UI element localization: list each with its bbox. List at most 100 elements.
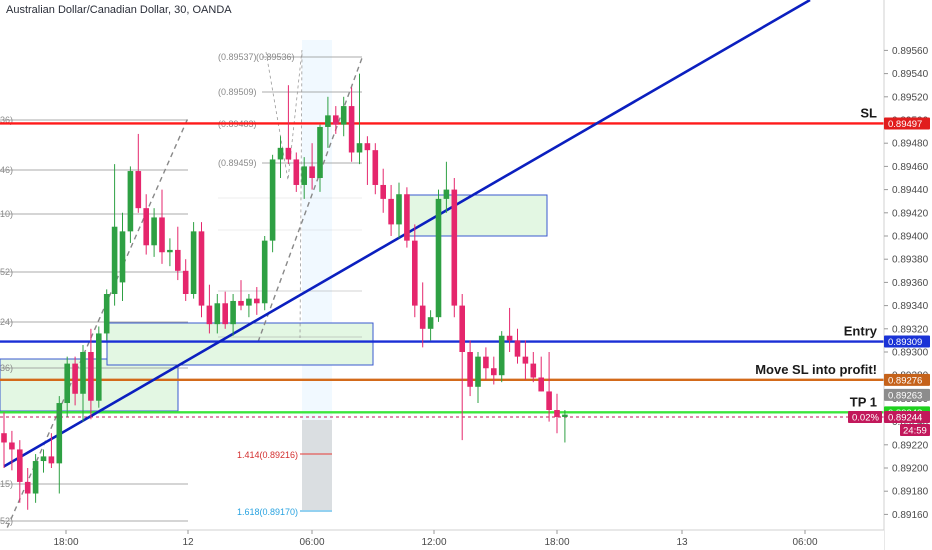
candle-body[interactable]: [309, 166, 315, 178]
fib-trend-dashed: [257, 57, 363, 343]
x-tick-label: 12:00: [421, 537, 446, 548]
supply-zone-right: [405, 194, 548, 237]
candle-body[interactable]: [356, 143, 363, 153]
candle-body[interactable]: [380, 184, 386, 199]
candle-body[interactable]: [103, 294, 110, 334]
candle-body[interactable]: [119, 231, 126, 283]
percent-badge-text: 0.02%: [852, 412, 879, 423]
candle-body[interactable]: [246, 298, 252, 306]
candle-body[interactable]: [522, 356, 529, 364]
candle-body[interactable]: [412, 240, 418, 306]
candle-body[interactable]: [9, 442, 15, 450]
candle-body[interactable]: [88, 352, 94, 401]
candle-body[interactable]: [56, 403, 63, 464]
fib-level-label: 24): [0, 317, 13, 327]
candle-body[interactable]: [167, 249, 173, 253]
fib-level-label: 10): [0, 209, 13, 219]
candle-body[interactable]: [427, 317, 434, 329]
fib-extension-1618-label: 1.618(0.89170): [237, 507, 298, 517]
candle-body[interactable]: [190, 231, 197, 294]
candle-body[interactable]: [254, 298, 260, 304]
candle-body[interactable]: [143, 208, 149, 246]
y-tick-label: 0.89400: [892, 232, 929, 243]
candle-body[interactable]: [419, 305, 426, 329]
candle-body[interactable]: [80, 352, 86, 394]
candle-body[interactable]: [317, 126, 323, 178]
candle-body[interactable]: [506, 335, 513, 341]
candle-body[interactable]: [483, 356, 489, 369]
candle-body[interactable]: [127, 171, 134, 232]
candle-body[interactable]: [269, 159, 276, 241]
candle-body[interactable]: [459, 305, 465, 352]
candle-body[interactable]: [301, 166, 307, 185]
candle-body[interactable]: [17, 449, 23, 482]
fib-level-label: (0.89537): [218, 52, 257, 62]
candle-body[interactable]: [230, 300, 236, 325]
x-tick-label: 18:00: [544, 537, 569, 548]
time-axis-panel: [0, 530, 884, 550]
candle-body[interactable]: [467, 352, 473, 387]
candle-body[interactable]: [32, 461, 39, 494]
candle-body[interactable]: [238, 300, 244, 306]
candle-body[interactable]: [206, 305, 213, 325]
candle-body[interactable]: [451, 189, 458, 306]
candle-body[interactable]: [64, 363, 70, 404]
candle-body[interactable]: [554, 410, 560, 417]
price-badge-text: 0.89276: [888, 375, 922, 386]
candle-body[interactable]: [135, 171, 142, 209]
candle-body[interactable]: [498, 335, 505, 376]
candle-body[interactable]: [340, 106, 347, 125]
candle-body[interactable]: [261, 240, 268, 304]
price-axis-panel: [884, 0, 932, 550]
y-tick-label: 0.89460: [892, 162, 929, 173]
candle-body[interactable]: [348, 106, 355, 153]
candle-body[interactable]: [443, 189, 450, 199]
candle-body[interactable]: [159, 217, 165, 253]
candle-body[interactable]: [285, 147, 292, 160]
candle-body[interactable]: [222, 303, 228, 325]
candle-body[interactable]: [388, 198, 394, 225]
candle-body[interactable]: [198, 231, 205, 306]
candle-body[interactable]: [562, 414, 568, 417]
price-badge-text: 0.89244: [888, 412, 922, 423]
candle-body[interactable]: [277, 147, 284, 160]
fib-level-label: 15): [0, 479, 13, 489]
candle-body[interactable]: [151, 217, 157, 246]
y-tick-label: 0.89440: [892, 185, 929, 196]
candle-body[interactable]: [24, 481, 31, 494]
chart-title: Australian Dollar/Canadian Dollar, 30, O…: [6, 4, 232, 16]
candle-body[interactable]: [530, 363, 537, 378]
level-labels: SL Entry Move SL into profit! TP 1: [755, 105, 878, 409]
candle-body[interactable]: [325, 115, 331, 127]
candle-body[interactable]: [48, 456, 55, 464]
candle-body[interactable]: [214, 303, 221, 325]
candle-body[interactable]: [182, 270, 189, 294]
candle-body[interactable]: [364, 143, 371, 151]
level-label-0: SL: [860, 105, 877, 120]
price-badge-bg: [884, 335, 930, 348]
candle-body[interactable]: [293, 159, 300, 185]
price-badges: 0.894970.893090.892760.892480.892630.892…: [848, 117, 930, 436]
y-tick-label: 0.89420: [892, 208, 929, 219]
candle-body[interactable]: [435, 198, 442, 318]
candle-body[interactable]: [404, 194, 410, 241]
candle-body[interactable]: [1, 433, 7, 443]
candle-body[interactable]: [372, 150, 379, 185]
candle-body[interactable]: [538, 377, 544, 392]
candle-body[interactable]: [40, 456, 47, 462]
y-tick-label: 0.89320: [892, 324, 929, 335]
candles[interactable]: [1, 73, 568, 510]
candle-body[interactable]: [396, 194, 402, 225]
candle-body[interactable]: [546, 391, 552, 410]
time-axis[interactable]: 18:00 12 06:00 12:00 18:00 13 06:00: [53, 530, 818, 548]
candle-body[interactable]: [96, 333, 102, 401]
candle-body[interactable]: [175, 249, 181, 271]
candle-body[interactable]: [333, 115, 339, 125]
candle-body[interactable]: [514, 340, 521, 357]
candle-body[interactable]: [72, 363, 78, 394]
candle-body[interactable]: [475, 356, 481, 387]
y-tick-label: 0.89220: [892, 440, 929, 451]
candle-body[interactable]: [111, 226, 118, 294]
candle-body[interactable]: [491, 368, 497, 376]
